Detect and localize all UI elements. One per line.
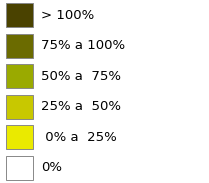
Bar — [6, 156, 33, 180]
Bar — [6, 64, 33, 88]
Bar — [6, 95, 33, 119]
Text: 0%: 0% — [41, 161, 62, 174]
Text: 0% a  25%: 0% a 25% — [41, 131, 117, 144]
Text: > 100%: > 100% — [41, 9, 94, 22]
Bar — [6, 125, 33, 149]
Text: 50% a  75%: 50% a 75% — [41, 70, 121, 83]
Bar — [6, 3, 33, 27]
Text: 75% a 100%: 75% a 100% — [41, 39, 125, 52]
Text: 25% a  50%: 25% a 50% — [41, 100, 121, 113]
Bar — [6, 34, 33, 58]
